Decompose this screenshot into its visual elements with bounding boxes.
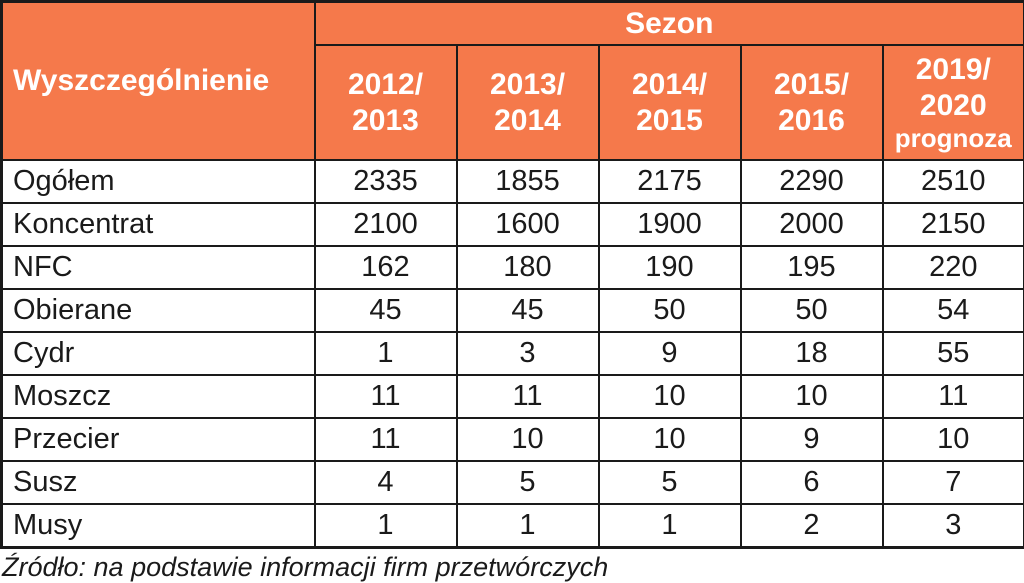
value-cell: 50 bbox=[741, 289, 883, 332]
value-cell: 5 bbox=[457, 461, 599, 504]
value-cell: 2290 bbox=[741, 160, 883, 203]
value-cell: 55 bbox=[883, 332, 1024, 375]
row-label: NFC bbox=[2, 246, 315, 289]
table-header: Wyszczególnienie Sezon 2012/ 2013 2013/ … bbox=[2, 2, 1024, 161]
value-cell: 11 bbox=[315, 418, 457, 461]
value-cell: 9 bbox=[599, 332, 741, 375]
value-cell: 2 bbox=[741, 504, 883, 548]
value-cell: 4 bbox=[315, 461, 457, 504]
season-label: 2014/ 2015 bbox=[601, 67, 739, 139]
value-cell: 10 bbox=[741, 375, 883, 418]
value-cell: 45 bbox=[315, 289, 457, 332]
value-cell: 1 bbox=[315, 504, 457, 548]
value-cell: 5 bbox=[599, 461, 741, 504]
row-label: Susz bbox=[2, 461, 315, 504]
value-cell: 10 bbox=[883, 418, 1024, 461]
value-cell: 9 bbox=[741, 418, 883, 461]
row-label: Cydr bbox=[2, 332, 315, 375]
column-header-season-2: 2014/ 2015 bbox=[599, 45, 741, 160]
value-cell: 195 bbox=[741, 246, 883, 289]
value-cell: 2335 bbox=[315, 160, 457, 203]
row-label: Ogółem bbox=[2, 160, 315, 203]
value-cell: 2150 bbox=[883, 203, 1024, 246]
value-cell: 190 bbox=[599, 246, 741, 289]
value-cell: 2100 bbox=[315, 203, 457, 246]
row-label: Obierane bbox=[2, 289, 315, 332]
value-cell: 1 bbox=[457, 504, 599, 548]
source-note: Źródło: na podstawie informacji firm prz… bbox=[0, 549, 1024, 583]
value-cell: 1900 bbox=[599, 203, 741, 246]
row-label: Koncentrat bbox=[2, 203, 315, 246]
row-label: Musy bbox=[2, 504, 315, 548]
column-header-season-4: 2019/ 2020 prognoza bbox=[883, 45, 1024, 160]
value-cell: 11 bbox=[457, 375, 599, 418]
value-cell: 3 bbox=[883, 504, 1024, 548]
value-cell: 1855 bbox=[457, 160, 599, 203]
column-header-season-1: 2013/ 2014 bbox=[457, 45, 599, 160]
value-cell: 11 bbox=[315, 375, 457, 418]
column-group-header-sezon: Sezon bbox=[315, 2, 1024, 46]
season-label: 2015/ 2016 bbox=[743, 67, 881, 139]
season-note: prognoza bbox=[885, 124, 1023, 153]
value-cell: 2175 bbox=[599, 160, 741, 203]
value-cell: 220 bbox=[883, 246, 1024, 289]
value-cell: 10 bbox=[457, 418, 599, 461]
value-cell: 10 bbox=[599, 418, 741, 461]
value-cell: 54 bbox=[883, 289, 1024, 332]
value-cell: 6 bbox=[741, 461, 883, 504]
header-group-row: Wyszczególnienie Sezon bbox=[2, 2, 1024, 46]
season-label: 2013/ 2014 bbox=[459, 67, 597, 139]
value-cell: 180 bbox=[457, 246, 599, 289]
row-label: Przecier bbox=[2, 418, 315, 461]
season-label: 2019/ 2020 bbox=[885, 52, 1023, 124]
value-cell: 2000 bbox=[741, 203, 883, 246]
value-cell: 3 bbox=[457, 332, 599, 375]
value-cell: 18 bbox=[741, 332, 883, 375]
column-header-season-3: 2015/ 2016 bbox=[741, 45, 883, 160]
value-cell: 7 bbox=[883, 461, 1024, 504]
season-data-table: Wyszczególnienie Sezon 2012/ 2013 2013/ … bbox=[0, 0, 1024, 549]
row-label: Moszcz bbox=[2, 375, 315, 418]
value-cell: 1 bbox=[315, 332, 457, 375]
value-cell: 50 bbox=[599, 289, 741, 332]
value-cell: 162 bbox=[315, 246, 457, 289]
value-cell: 1600 bbox=[457, 203, 599, 246]
column-header-season-0: 2012/ 2013 bbox=[315, 45, 457, 160]
column-header-wyszczegolnienie: Wyszczególnienie bbox=[2, 2, 315, 161]
season-label: 2012/ 2013 bbox=[317, 67, 455, 139]
value-cell: 2510 bbox=[883, 160, 1024, 203]
value-cell: 45 bbox=[457, 289, 599, 332]
value-cell: 10 bbox=[599, 375, 741, 418]
value-cell: 1 bbox=[599, 504, 741, 548]
value-cell: 11 bbox=[883, 375, 1024, 418]
